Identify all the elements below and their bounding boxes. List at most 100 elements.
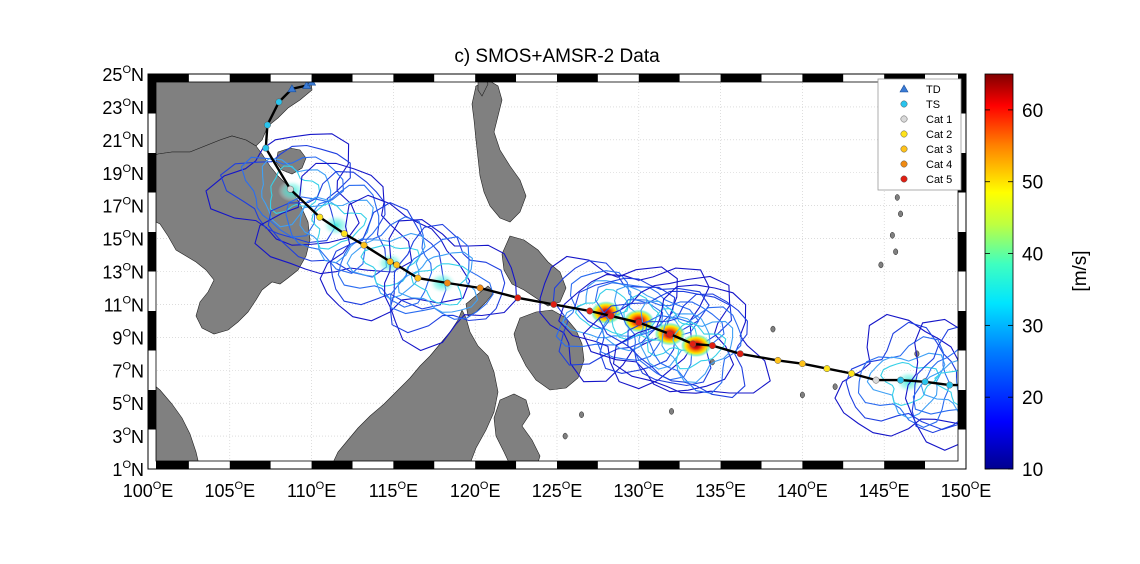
land-indochina bbox=[148, 135, 311, 335]
track-point bbox=[360, 241, 368, 249]
legend: TD TS Cat 1 Cat 2 Cat 3 Cat 4 Cat 5 bbox=[877, 78, 962, 191]
frame-segment bbox=[958, 232, 966, 272]
wind-contour bbox=[934, 366, 966, 408]
map-title: c) SMOS+AMSR-2 Data bbox=[454, 46, 660, 67]
wind-contour bbox=[612, 284, 771, 394]
frame-segment bbox=[148, 74, 189, 82]
legend-item: TS bbox=[900, 99, 940, 111]
wind-contour bbox=[389, 223, 506, 334]
track-point bbox=[316, 213, 324, 221]
frame-segment bbox=[475, 461, 517, 469]
wind-contour bbox=[611, 293, 665, 341]
frame-segment bbox=[270, 461, 312, 469]
frame-segment bbox=[720, 461, 762, 469]
wind-contour bbox=[254, 162, 413, 275]
frame-segment bbox=[958, 390, 966, 430]
legend-marker bbox=[899, 84, 909, 93]
track-point bbox=[340, 230, 348, 238]
land-mindanao bbox=[513, 309, 585, 391]
frame-segment bbox=[229, 461, 271, 469]
frame-segment bbox=[148, 232, 156, 272]
track-point bbox=[897, 376, 905, 384]
frame-segment bbox=[270, 74, 312, 82]
x-tick-label: 125OE bbox=[532, 480, 583, 501]
frame-segment bbox=[557, 74, 598, 82]
frame-inner bbox=[155, 81, 959, 462]
track-point bbox=[586, 307, 594, 315]
frame-segment bbox=[958, 311, 966, 351]
frame-segment bbox=[958, 350, 966, 390]
x-tick-label: 150OE bbox=[941, 480, 992, 501]
wind-contour bbox=[880, 361, 940, 406]
x-tick-label: 105OE bbox=[204, 480, 255, 501]
y-axis-labels: 1ON 3ON 5ON 7ON 9ON 11ON 13ON 15ON 17ON 19ON 21ON 2… bbox=[102, 64, 144, 480]
land-sulawesi bbox=[493, 393, 541, 469]
colorbar-tick-label: 30 bbox=[1022, 316, 1043, 337]
storm-snapshot bbox=[254, 162, 413, 278]
legend-item: Cat 2 bbox=[900, 129, 952, 141]
frame-outline bbox=[147, 73, 967, 470]
island bbox=[832, 383, 838, 390]
frame-segment bbox=[925, 461, 966, 469]
colorbar: 10 20 30 40 50 60 [m/s] bbox=[984, 73, 1091, 481]
frame-segment bbox=[679, 74, 721, 82]
track-point bbox=[946, 381, 954, 389]
legend-marker bbox=[900, 160, 908, 168]
island bbox=[579, 411, 584, 418]
y-tick-label: 3ON bbox=[112, 426, 144, 447]
legend-marker bbox=[900, 130, 908, 138]
wind-contour bbox=[672, 321, 727, 370]
frame-segment bbox=[148, 311, 156, 351]
track-point bbox=[443, 279, 451, 287]
track-point bbox=[666, 330, 674, 338]
legend-item: Cat 4 bbox=[900, 159, 952, 171]
frame-segment bbox=[884, 74, 926, 82]
y-tick-label: 11ON bbox=[104, 294, 144, 315]
track-point bbox=[476, 284, 484, 292]
legend-item: TD bbox=[899, 84, 941, 96]
frame-segment bbox=[958, 153, 966, 193]
land-malay-peninsula bbox=[148, 379, 201, 469]
frame-segment bbox=[148, 350, 156, 390]
island bbox=[898, 210, 904, 218]
island bbox=[770, 325, 776, 333]
frame-segment bbox=[148, 153, 156, 193]
frame-segment bbox=[352, 74, 394, 82]
legend-marker bbox=[900, 175, 908, 183]
frame-segment bbox=[679, 461, 721, 469]
frame-segment bbox=[148, 461, 189, 469]
y-tick-label: 13ON bbox=[102, 262, 144, 283]
track-point bbox=[393, 261, 401, 269]
track-point bbox=[263, 121, 271, 129]
x-tick-label: 130OE bbox=[613, 480, 664, 501]
frame-segment bbox=[843, 461, 885, 469]
track-point bbox=[635, 319, 643, 326]
legend-item: Cat 1 bbox=[900, 114, 952, 126]
y-tick-label: 9ON bbox=[112, 327, 144, 348]
island bbox=[893, 248, 899, 255]
legend-label: TD bbox=[926, 84, 941, 96]
wind-contour bbox=[397, 251, 479, 313]
wind-contour bbox=[661, 315, 734, 383]
frame-segment bbox=[148, 74, 156, 114]
y-tick-label: 1ON bbox=[112, 459, 144, 480]
x-tick-label: 100OE bbox=[123, 480, 174, 501]
frame-segment bbox=[958, 113, 966, 153]
colorbar-tick-label: 40 bbox=[1022, 245, 1043, 266]
wind-contour bbox=[574, 288, 629, 336]
track-point bbox=[550, 300, 558, 308]
wind-contour bbox=[574, 277, 710, 374]
x-tick-label: 140OE bbox=[777, 480, 828, 501]
wind-contour bbox=[360, 244, 421, 287]
frame-segment bbox=[925, 74, 966, 82]
wind-contour bbox=[299, 196, 374, 264]
frame-segment bbox=[475, 74, 517, 82]
frame-segment bbox=[802, 74, 844, 82]
legend-marker bbox=[900, 145, 908, 153]
wind-contour bbox=[594, 282, 700, 361]
frame-segment bbox=[958, 429, 966, 469]
legend-label: Cat 2 bbox=[926, 129, 952, 141]
frame-segment bbox=[148, 113, 156, 153]
y-tick-label: 5ON bbox=[112, 393, 144, 414]
